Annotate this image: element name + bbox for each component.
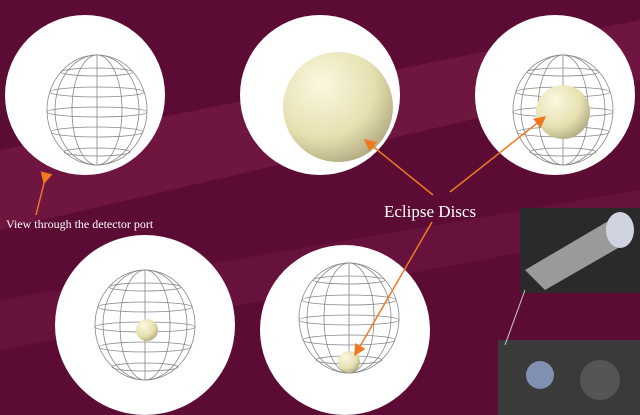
annotation: Eclipse Discs (384, 202, 476, 221)
connector (504, 289, 526, 346)
view-3 (475, 15, 635, 175)
view-1 (5, 15, 165, 175)
photo-bottom (498, 340, 640, 415)
view-4 (55, 235, 235, 415)
annotation: View through the detector port (6, 217, 154, 231)
view-5 (260, 245, 430, 415)
view-2 (240, 15, 400, 175)
arrows (35, 116, 547, 357)
photo-top (520, 208, 640, 293)
